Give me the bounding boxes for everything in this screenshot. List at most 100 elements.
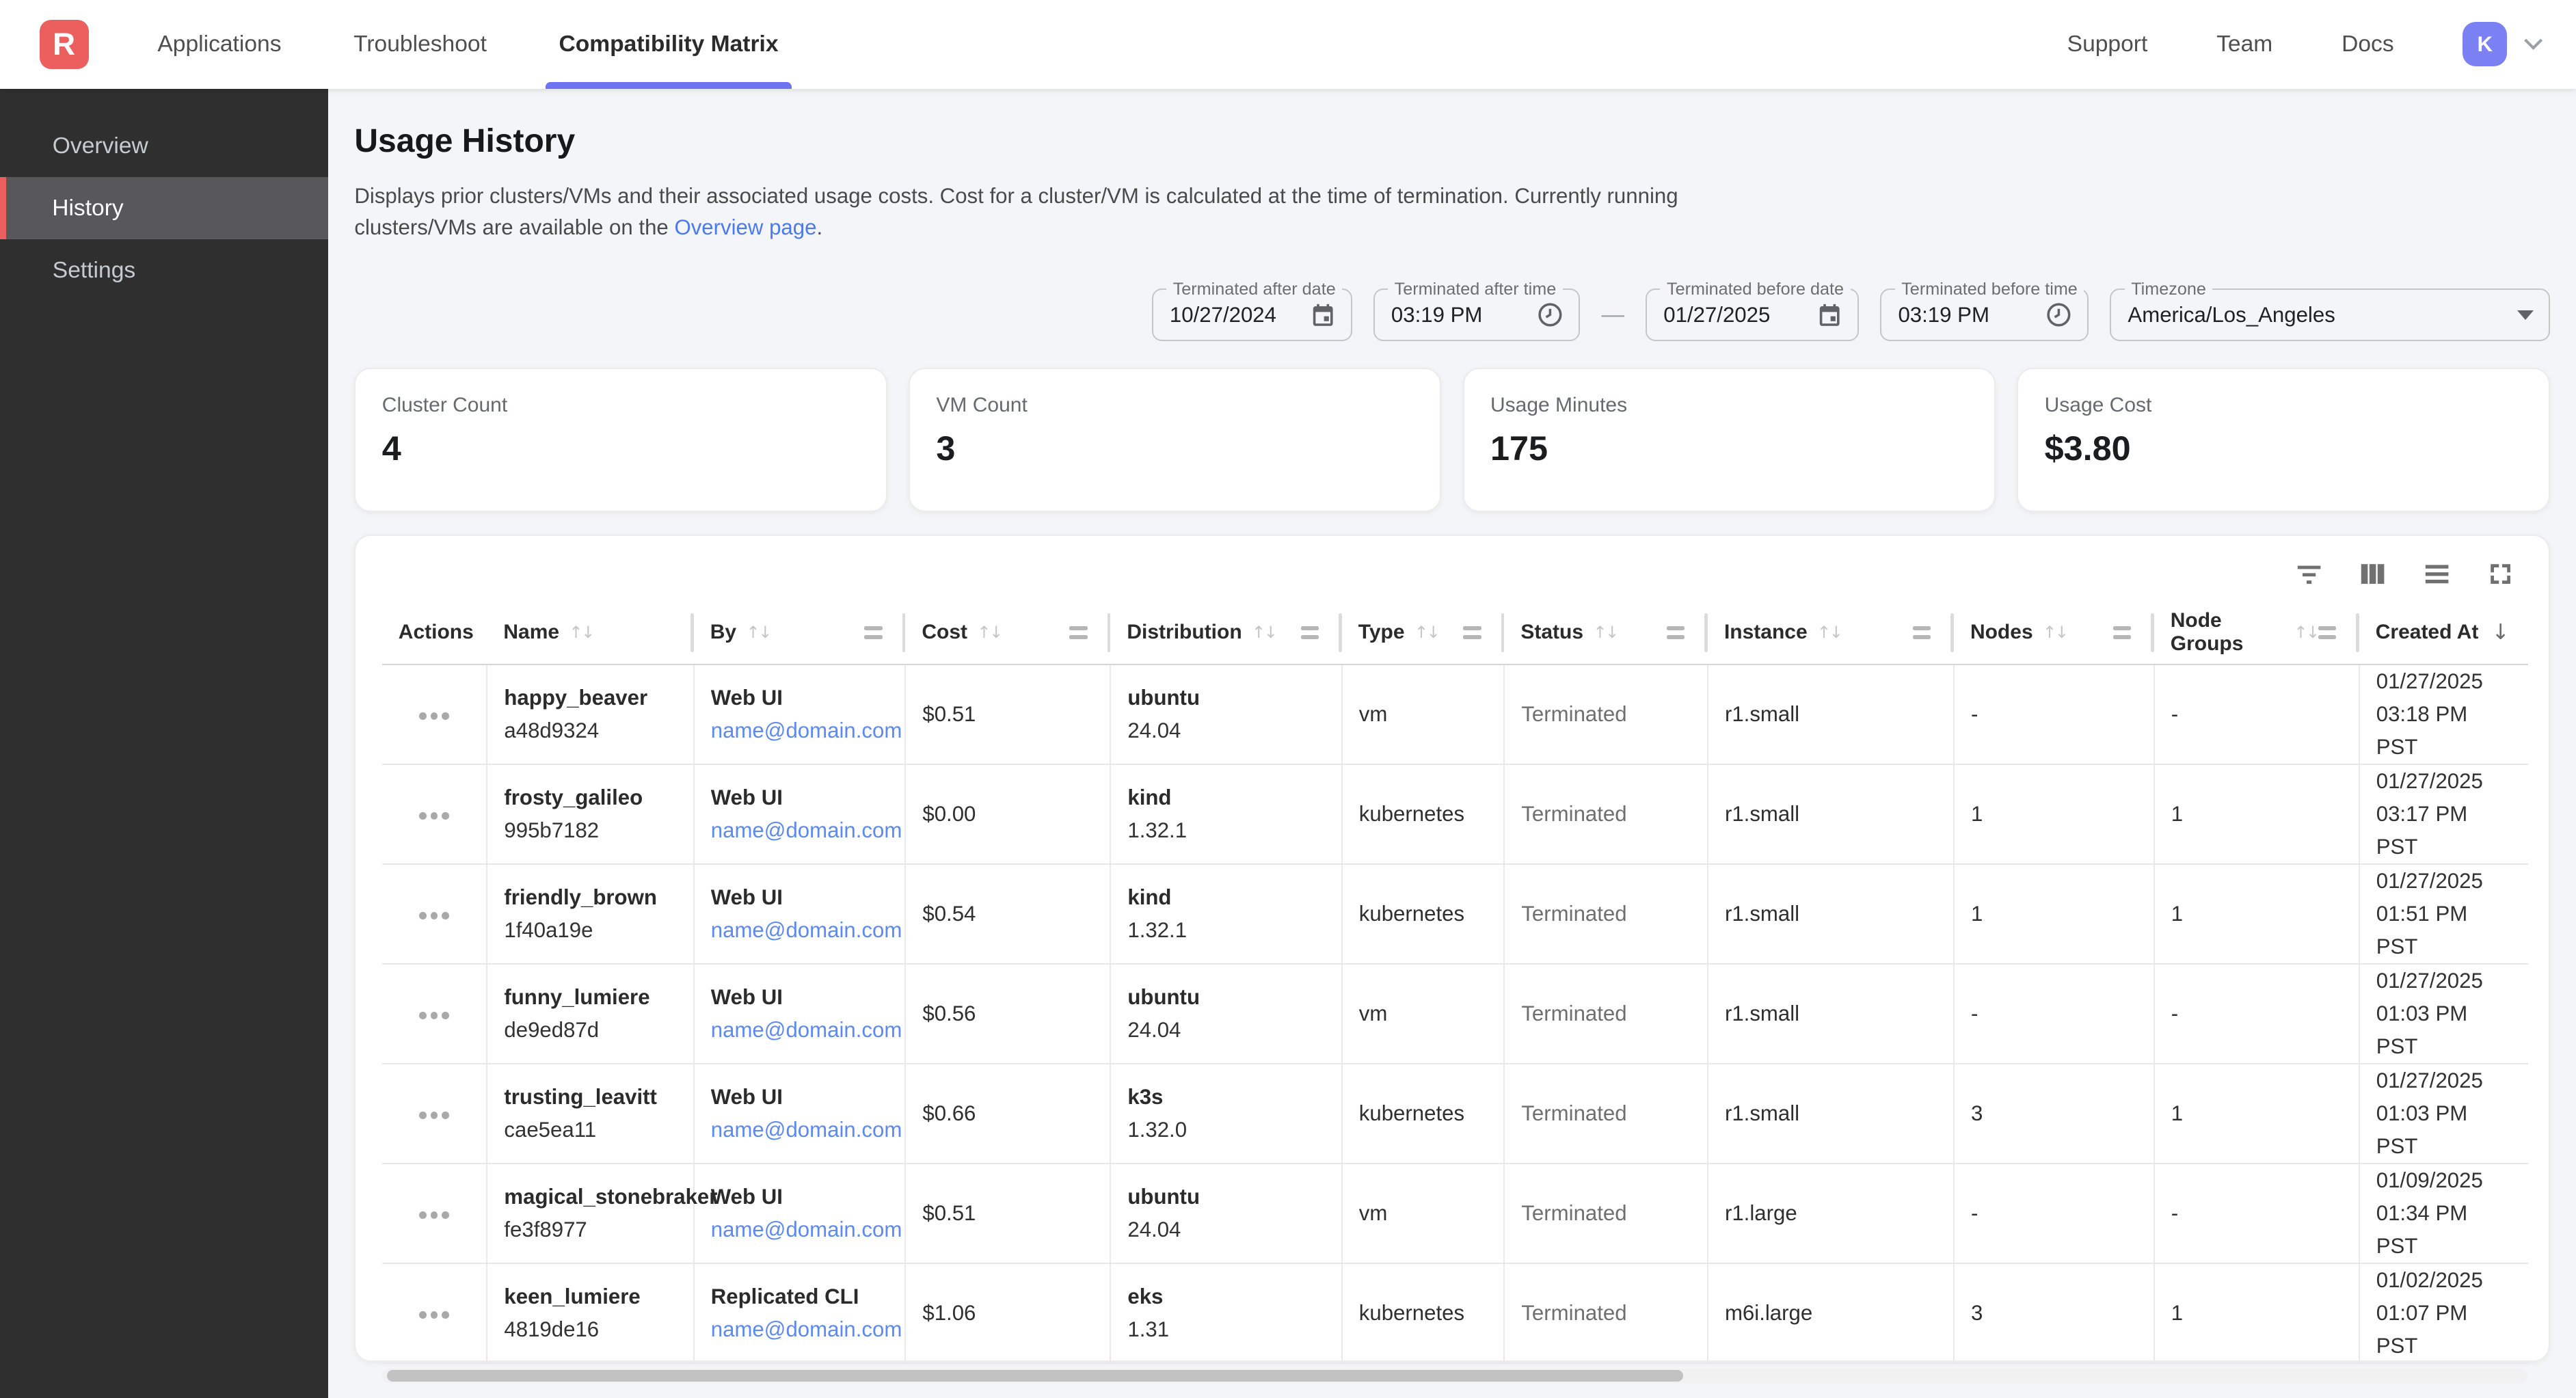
columns-icon[interactable] [2354, 556, 2391, 592]
terminated-before-time-field[interactable]: Terminated before time 03:19 PM [1880, 288, 2089, 341]
column-menu-icon[interactable] [1463, 626, 1481, 639]
col-header-by[interactable]: By↑↓ [694, 602, 906, 664]
column-menu-icon[interactable] [2113, 626, 2131, 639]
col-header-node-groups[interactable]: Node Groups↑↓ [2154, 602, 2359, 664]
actions-cell [382, 764, 487, 864]
row-actions-button[interactable] [411, 1004, 457, 1027]
by-cell: Web UIname@domain.com [694, 664, 906, 764]
sort-icon[interactable]: ↑↓ [1414, 623, 1438, 642]
instance-cell: r1.small [1708, 864, 1954, 964]
fullscreen-icon[interactable] [2483, 556, 2519, 592]
row-actions-button[interactable] [411, 1203, 457, 1227]
density-icon[interactable] [2419, 556, 2455, 592]
row-actions-button[interactable] [411, 804, 457, 828]
col-header-instance[interactable]: Instance↑↓ [1708, 602, 1954, 664]
email-link[interactable]: name@domain.com [711, 1114, 889, 1146]
name-cell: friendly_brown1f40a19e [487, 864, 693, 964]
sort-icon[interactable]: ↑↓ [2043, 623, 2067, 642]
col-header-name[interactable]: Name↑↓ [487, 602, 693, 664]
column-menu-icon[interactable] [864, 626, 882, 639]
calendar-icon[interactable] [1310, 302, 1336, 328]
email-link[interactable]: name@domain.com [711, 814, 889, 847]
horizontal-scrollbar-thumb[interactable] [387, 1370, 1683, 1382]
table-row: keen_lumiere4819de16 Replicated CLIname@… [382, 1263, 2528, 1363]
cost-cell: $1.06 [905, 1263, 1110, 1363]
col-header-cost[interactable]: Cost↑↓ [905, 602, 1110, 664]
filter-icon[interactable] [2291, 556, 2327, 592]
tab-compatibility-matrix[interactable]: Compatibility Matrix [549, 0, 788, 89]
distribution-cell: ubuntu24.04 [1110, 964, 1341, 1064]
sort-icon[interactable]: ↑↓ [1593, 623, 1617, 642]
table-row: happy_beavera48d9324 Web UIname@domain.c… [382, 664, 2528, 764]
avatar-initial: K [2478, 32, 2493, 57]
email-link[interactable]: name@domain.com [711, 1213, 889, 1246]
column-menu-icon[interactable] [2318, 626, 2336, 639]
tab-troubleshoot[interactable]: Troubleshoot [344, 0, 497, 89]
col-header-distribution[interactable]: Distribution↑↓ [1110, 602, 1341, 664]
sort-icon[interactable]: ↑↓ [1252, 623, 1276, 642]
distribution-cell: ubuntu24.04 [1110, 664, 1341, 764]
row-actions-button[interactable] [411, 904, 457, 928]
link-support[interactable]: Support [2067, 31, 2148, 57]
column-menu-icon[interactable] [1667, 626, 1685, 639]
row-actions-button[interactable] [411, 704, 457, 728]
chevron-down-icon[interactable] [2524, 31, 2543, 50]
sort-desc-icon[interactable]: ↓ [2492, 620, 2510, 645]
usage-history-table: Actions Name↑↓ By↑↓ Cost↑↓ Distribution↑… [382, 602, 2528, 1363]
actions-cell [382, 864, 487, 964]
link-team[interactable]: Team [2216, 31, 2272, 57]
actions-cell [382, 1164, 487, 1263]
email-link[interactable]: name@domain.com [711, 1014, 889, 1047]
col-header-type[interactable]: Type↑↓ [1342, 602, 1505, 664]
sidebar-item-settings[interactable]: Settings [0, 239, 328, 301]
sidebar-item-history[interactable]: History [0, 177, 328, 239]
terminated-after-date-field[interactable]: Terminated after date 10/27/2024 [1152, 288, 1352, 341]
column-menu-icon[interactable] [1301, 626, 1319, 639]
link-docs[interactable]: Docs [2342, 31, 2394, 57]
field-value: 10/27/2024 [1170, 303, 1276, 327]
stat-card-vm-count: VM Count 3 [909, 368, 1441, 512]
type-cell: vm [1342, 1164, 1505, 1263]
avatar[interactable]: K [2463, 22, 2507, 66]
email-link[interactable]: name@domain.com [711, 714, 889, 747]
sidebar-item-label: Settings [53, 258, 135, 284]
col-header-created-at[interactable]: Created At↓ [2359, 602, 2528, 664]
email-link[interactable]: name@domain.com [711, 914, 889, 947]
col-header-nodes[interactable]: Nodes↑↓ [1954, 602, 2154, 664]
email-link[interactable]: name@domain.com [711, 1313, 889, 1346]
nodes-cell: 1 [1954, 864, 2154, 964]
sort-icon[interactable]: ↑↓ [569, 623, 593, 642]
terminated-after-time-field[interactable]: Terminated after time 03:19 PM [1373, 288, 1580, 341]
nodes-cell: - [1954, 1164, 2154, 1263]
dropdown-arrow-icon[interactable] [2517, 310, 2534, 320]
sort-icon[interactable]: ↑↓ [1817, 623, 1841, 642]
replicated-logo[interactable]: R [40, 20, 89, 69]
node-groups-cell: 1 [2154, 764, 2359, 864]
terminated-before-date-field[interactable]: Terminated before date 01/27/2025 [1646, 288, 1859, 341]
timezone-select[interactable]: Timezone America/Los_Angeles [2110, 288, 2549, 341]
tab-applications[interactable]: Applications [148, 0, 291, 89]
stat-value: 175 [1490, 428, 1968, 468]
cost-cell: $0.56 [905, 964, 1110, 1064]
clock-icon[interactable] [1536, 301, 1564, 329]
stat-label: Usage Cost [2045, 394, 2523, 417]
nodes-cell: 1 [1954, 764, 2154, 864]
actions-cell [382, 1263, 487, 1363]
clock-icon[interactable] [2045, 301, 2073, 329]
calendar-icon[interactable] [1816, 302, 1842, 328]
sort-icon[interactable]: ↑↓ [747, 623, 770, 642]
name-cell: frosty_galileo995b7182 [487, 764, 693, 864]
overview-page-link[interactable]: Overview page [674, 215, 816, 239]
sidebar-item-overview[interactable]: Overview [0, 115, 328, 177]
status-cell: Terminated [1504, 1164, 1708, 1263]
row-actions-button[interactable] [411, 1103, 457, 1127]
row-actions-button[interactable] [411, 1303, 457, 1327]
column-menu-icon[interactable] [1069, 626, 1087, 639]
sort-icon[interactable]: ↑↓ [977, 623, 1001, 642]
actions-cell [382, 964, 487, 1064]
col-header-status[interactable]: Status↑↓ [1504, 602, 1708, 664]
description-line1: Displays prior clusters/VMs and their as… [354, 184, 1678, 208]
type-cell: kubernetes [1342, 764, 1505, 864]
sort-icon[interactable]: ↑↓ [2294, 623, 2318, 642]
column-menu-icon[interactable] [1913, 626, 1931, 639]
